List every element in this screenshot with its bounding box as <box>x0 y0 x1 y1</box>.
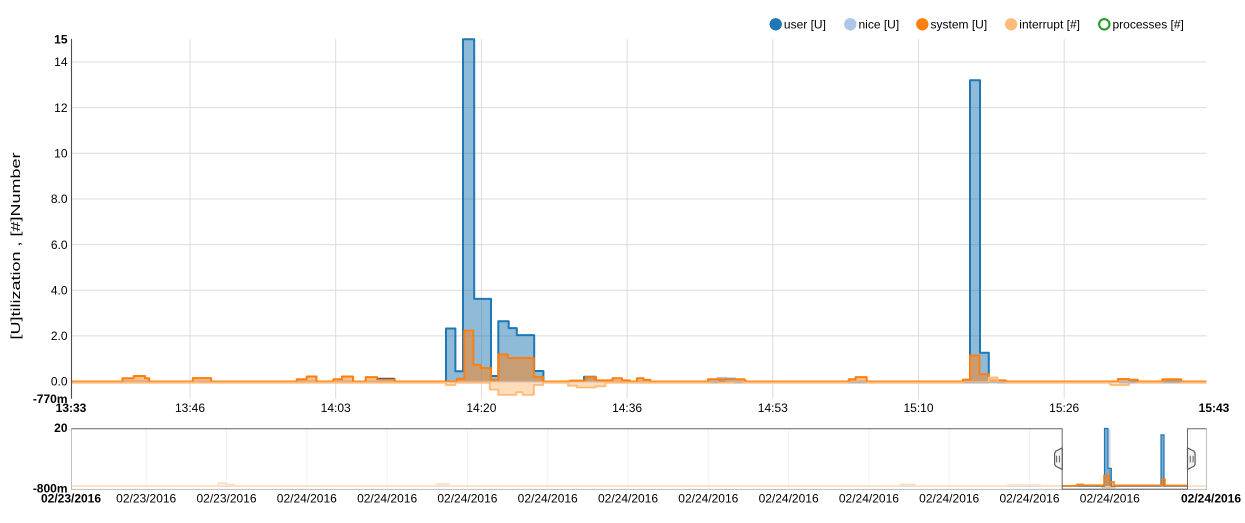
svg-text:15:10: 15:10 <box>903 401 933 415</box>
svg-text:user [U]: user [U] <box>784 18 826 32</box>
svg-text:15:26: 15:26 <box>1049 401 1079 415</box>
svg-text:02/24/2016: 02/24/2016 <box>839 491 899 505</box>
svg-text:02/23/2016: 02/23/2016 <box>196 491 256 505</box>
svg-text:02/23/2016: 02/23/2016 <box>116 491 176 505</box>
svg-text:8.0: 8.0 <box>51 192 68 206</box>
svg-text:14:36: 14:36 <box>612 401 642 415</box>
svg-text:02/24/2016: 02/24/2016 <box>598 491 658 505</box>
svg-text:02/23/2016: 02/23/2016 <box>41 491 101 505</box>
svg-text:13:33: 13:33 <box>56 401 87 415</box>
svg-text:02/24/2016: 02/24/2016 <box>919 491 979 505</box>
svg-text:02/24/2016: 02/24/2016 <box>1080 491 1140 505</box>
svg-text:14: 14 <box>54 55 68 69</box>
svg-text:20: 20 <box>54 421 68 435</box>
svg-text:2.0: 2.0 <box>51 329 68 343</box>
svg-text:14:03: 14:03 <box>321 401 351 415</box>
svg-text:0.0: 0.0 <box>51 375 68 389</box>
svg-text:-770m: -770m <box>33 392 68 406</box>
svg-text:interrupt [#]: interrupt [#] <box>1019 18 1080 32</box>
svg-text:13:46: 13:46 <box>175 401 205 415</box>
svg-text:system [U]: system [U] <box>931 18 988 32</box>
svg-text:processes [#]: processes [#] <box>1113 18 1184 32</box>
svg-text:[U]tilization , [#]Number: [U]tilization , [#]Number <box>8 152 23 340</box>
svg-text:-800m: -800m <box>33 481 68 495</box>
svg-text:02/24/2016: 02/24/2016 <box>1181 491 1241 505</box>
svg-text:nice [U]: nice [U] <box>859 18 900 32</box>
svg-text:12: 12 <box>54 101 68 115</box>
svg-text:10: 10 <box>54 147 68 161</box>
svg-text:02/24/2016: 02/24/2016 <box>277 491 337 505</box>
svg-text:02/24/2016: 02/24/2016 <box>999 491 1059 505</box>
svg-text:4.0: 4.0 <box>51 283 68 297</box>
svg-text:14:20: 14:20 <box>466 401 496 415</box>
svg-text:02/24/2016: 02/24/2016 <box>518 491 578 505</box>
svg-text:15:43: 15:43 <box>1199 401 1230 415</box>
svg-text:14:53: 14:53 <box>758 401 788 415</box>
svg-text:6.0: 6.0 <box>51 238 68 252</box>
svg-text:02/24/2016: 02/24/2016 <box>678 491 738 505</box>
svg-text:02/24/2016: 02/24/2016 <box>357 491 417 505</box>
svg-text:15: 15 <box>54 32 68 46</box>
svg-text:02/24/2016: 02/24/2016 <box>437 491 497 505</box>
svg-text:02/24/2016: 02/24/2016 <box>759 491 819 505</box>
